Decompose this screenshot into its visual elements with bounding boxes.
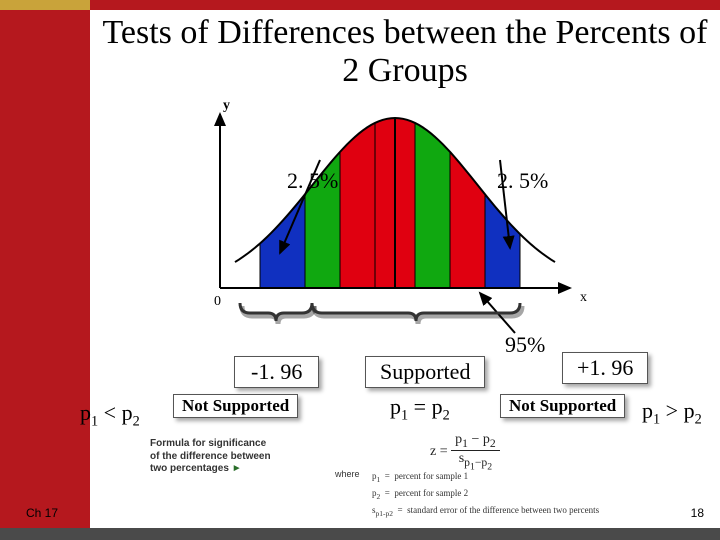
crit-right-box: +1. 96	[562, 352, 648, 384]
mid-pct-label: 95%	[505, 332, 545, 358]
formula-caption: Formula for significance of the differen…	[150, 438, 271, 476]
where-label: where	[335, 469, 360, 479]
where-row-3: sp1-p2 = standard error of the differenc…	[368, 504, 603, 519]
y-axis-label: y	[223, 98, 230, 114]
top-band-red	[90, 0, 720, 10]
page-number: 18	[691, 506, 704, 520]
crit-left-text: -1. 96	[251, 359, 302, 384]
left-band	[0, 10, 90, 528]
origin-label: 0	[214, 294, 221, 310]
tail-left-label: 2. 5%	[287, 168, 338, 194]
bottom-band	[0, 528, 720, 540]
not-supported-right-box: Not Supported	[500, 394, 625, 418]
crit-left-box: -1. 96	[234, 356, 319, 388]
chart-svg	[180, 108, 580, 338]
top-band	[0, 0, 720, 10]
where-row-2: p2 = percent for sample 2	[368, 487, 603, 502]
formula-caption-l1: Formula for significance	[150, 438, 271, 451]
chapter-label: Ch 17	[26, 506, 58, 520]
tail-right-label: 2. 5%	[497, 168, 548, 194]
not-supported-left-text: Not Supported	[182, 396, 289, 415]
where-row-1: p1 = percent for sample 1	[368, 470, 603, 485]
not-supported-left-box: Not Supported	[173, 394, 298, 418]
z-formula: z = p1 − p2sp1−p2	[430, 432, 500, 472]
crit-right-text: +1. 96	[577, 355, 633, 380]
x-axis-label: x	[580, 290, 587, 306]
caption-arrow-icon: ►	[232, 463, 242, 474]
where-block: where p1 = percent for sample 1 p2 = per…	[335, 468, 605, 521]
not-supported-right-text: Not Supported	[509, 396, 616, 415]
supported-text: Supported	[380, 359, 470, 384]
formula-caption-l2: of the difference between	[150, 451, 271, 464]
h-right: p1 > p2	[642, 398, 702, 428]
distribution-chart	[180, 108, 580, 338]
supported-box: Supported	[365, 356, 485, 388]
formula-caption-l3: two percentages	[150, 463, 229, 476]
slide-title: Tests of Differences between the Percent…	[90, 14, 720, 90]
h-mid: p1 = p2	[390, 394, 450, 424]
top-band-gold	[0, 0, 90, 10]
h-left: p1 < p2	[80, 400, 140, 430]
